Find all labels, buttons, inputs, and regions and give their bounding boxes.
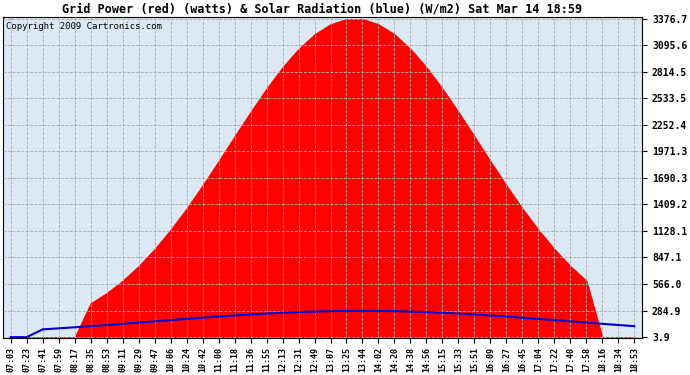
- Title: Grid Power (red) (watts) & Solar Radiation (blue) (W/m2) Sat Mar 14 18:59: Grid Power (red) (watts) & Solar Radiati…: [63, 3, 582, 16]
- Text: Copyright 2009 Cartronics.com: Copyright 2009 Cartronics.com: [6, 22, 162, 31]
